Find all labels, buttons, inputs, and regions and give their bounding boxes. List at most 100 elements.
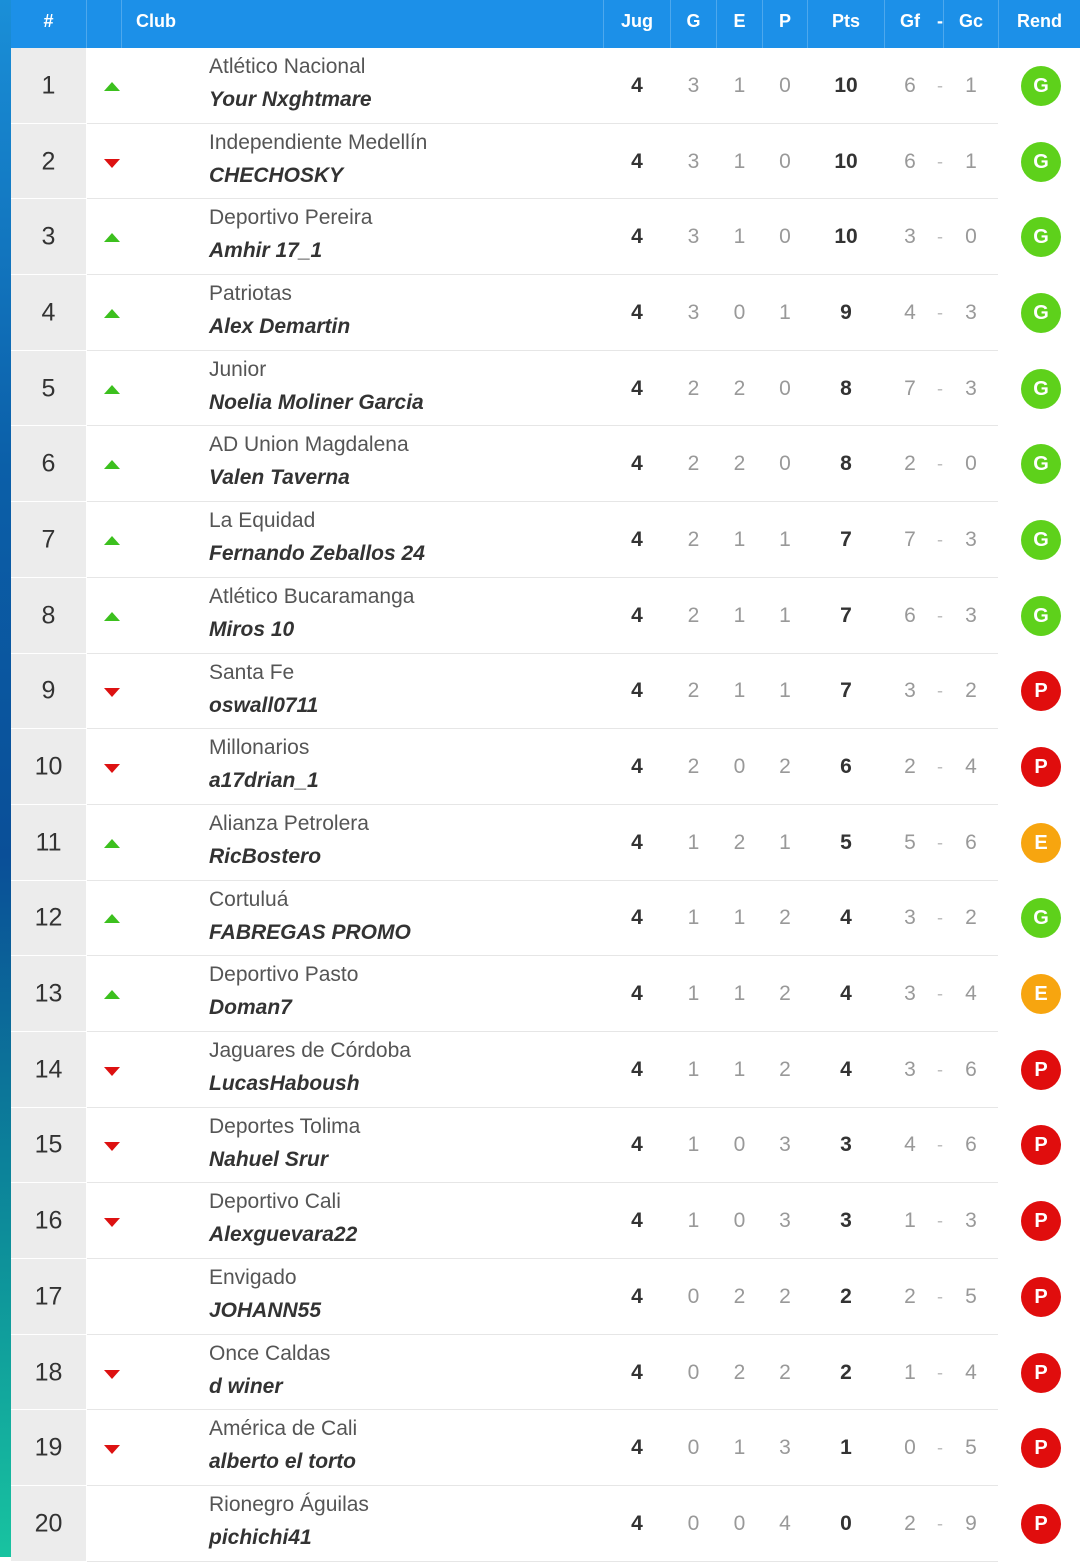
rank-number: 2 [41,147,56,176]
club-name[interactable]: Junior [209,357,267,381]
won-value: 3 [687,73,700,97]
club-name[interactable]: Jaguares de Córdoba [209,1038,411,1062]
player-name[interactable]: Fernando Zeballos 24 [209,542,425,566]
header-drawn[interactable]: E [733,11,746,31]
club-name[interactable]: Millonarios [209,736,310,760]
table-row[interactable]: 1 Atlético Nacional Your Nxghtmare 4 3 1 0 10 6-… [11,48,1080,124]
player-name[interactable]: alberto el torto [209,1450,357,1474]
club-name[interactable]: Envigado [209,1266,297,1289]
table-row[interactable]: 7 La Equidad Fernando Zeballos 24 4 2 1 1 7 7-3 G [11,502,1080,578]
table-row[interactable]: 10 Millonarios a17drian_1 4 2 0 2 6 2-4 P [11,729,1080,805]
table-row[interactable]: 18 Once Caldas d winer 4 0 2 2 2 1- 4 P [11,1334,1080,1411]
player-name[interactable]: RicBostero [209,844,322,868]
player-name[interactable]: Valen Taverna [209,466,350,490]
player-name[interactable]: FABREGAS PROMO [209,920,411,944]
table-row[interactable]: 11 Alianza Petrolera RicBostero 4 1 2 1 5 5-6 E [11,804,1080,881]
goals-for-value: 4 [904,300,916,324]
trend-down-icon [104,688,120,698]
club-name[interactable]: Deportivo Pereira [209,206,373,230]
goals-against-value: 0 [965,452,977,476]
table-row[interactable]: 6 AD Union Magdalena Valen Taverna 4 2 2 0 8 2-0… [11,426,1080,503]
table-row[interactable]: 20 Rionegro Águilas pichichi41 4 0 0 4 0 2- 9 P [11,1486,1080,1562]
club-name[interactable]: Deportes Tolima [209,1114,361,1138]
header-rank[interactable]: # [43,11,54,31]
club-name[interactable]: América de Cali [209,1417,358,1441]
club-name[interactable]: Patriotas [209,282,292,306]
club-name[interactable]: Atlético Bucaramanga [209,584,415,608]
trend-up-icon [104,535,120,545]
trend-down-icon [104,1066,120,1076]
header-points[interactable]: Pts [831,11,860,31]
goals-against-value: 4 [965,1360,977,1384]
table-row[interactable]: 16 Deportivo Cali Alexguevara22 4 1 0 3 3 1-3 P [11,1183,1080,1259]
player-name[interactable]: Amhir 17_1 [209,239,323,263]
player-name[interactable]: Doman7 [209,996,292,1020]
table-row[interactable]: 12 Cortuluá FABREGAS PROMO 4 1 1 2 4 3-2 G [11,880,1080,957]
form-badge: P [1021,1201,1061,1242]
played-value: 4 [631,73,643,97]
club-name[interactable]: Atlético Nacional [209,55,366,78]
header-won[interactable]: G [686,11,701,31]
club-name[interactable]: Cortuluá [209,887,289,911]
table-row[interactable]: 13 Deportivo Pasto Doman7 4 1 1 2 4 3- 4 E [11,956,1080,1032]
player-name[interactable]: CHECHOSKY [209,163,344,187]
header-separator [807,0,808,48]
header-club[interactable]: Club [136,11,176,31]
goals-for-value: 3 [904,906,916,930]
goals-for-value: 5 [904,830,916,854]
header-lost[interactable]: P [778,11,791,31]
player-name[interactable]: pichichi41 [209,1526,312,1550]
player-name[interactable]: d winer [209,1374,283,1398]
goals-against-value: 3 [965,1209,977,1233]
club-name[interactable]: Rionegro Águilas [209,1493,369,1517]
table-row[interactable]: 9 Santa Fe oswall0711 4 2 1 1 7 3- 2 P [11,653,1080,730]
header-goals-against[interactable]: Gc [958,11,983,31]
played-value: 4 [631,755,643,779]
table-row[interactable]: 8 Atlético Bucaramanga Miros 10 4 2 1 1 7 6- 3 G [11,577,1080,654]
table-row[interactable]: 14 Jaguares de Córdoba LucasHaboush 4 1 1 2 4 3-… [11,1031,1080,1108]
club-name[interactable]: Once Caldas [209,1341,331,1365]
won-value: 2 [687,376,700,400]
table-row[interactable]: 5 Junior Noelia Moliner Garcia 4 2 2 0 8 7- 3 G [11,350,1080,427]
player-name[interactable]: Alex Demartin [209,315,351,339]
player-name[interactable]: oswall0711 [209,693,319,717]
played-value: 4 [631,603,643,627]
header-goals-for[interactable]: Gf [900,11,920,31]
club-name[interactable]: Deportivo Pasto [209,963,359,987]
player-name[interactable]: Alexguevara22 [209,1223,358,1247]
club-name[interactable]: AD Union Magdalena [209,433,409,457]
player-name[interactable]: LucasHaboush [209,1071,360,1095]
rank-number: 6 [41,449,56,478]
table-row[interactable]: 2 Independiente Medellín CHECHOSKY 4 3 1 0 10 6-… [11,123,1080,200]
table-row[interactable]: 19 América de Cali alberto el torto 4 0 1 3 1 0-… [11,1410,1080,1487]
club-name[interactable]: Alianza Petrolera [209,811,369,835]
club-name[interactable]: Independiente Medellín [209,130,428,154]
player-name[interactable]: a17drian_1 [209,769,319,793]
rank-number: 1 [41,71,56,100]
player-name[interactable]: Noelia Moliner Garcia [209,390,424,414]
table-row[interactable]: 3 Deportivo Pereira Amhir 17_1 4 3 1 0 10 3-0 G [11,199,1080,276]
header-played[interactable]: Jug [620,11,653,31]
club-name[interactable]: Santa Fe [209,660,295,684]
form-badge: P [1021,1428,1061,1469]
player-name[interactable]: JOHANN55 [209,1299,322,1322]
player-name[interactable]: Your Nxghtmare [209,88,372,111]
row-divider [87,728,998,730]
header-form[interactable]: Rend [1017,11,1062,31]
row-divider [87,1333,998,1335]
drawn-value: 2 [733,452,746,476]
player-name[interactable]: Nahuel Srur [209,1147,329,1171]
drawn-value: 0 [733,1511,746,1535]
goals-separator: - [937,302,943,323]
drawn-value: 0 [733,1209,746,1233]
trend-down-icon [104,1369,120,1379]
table-row[interactable]: 15 Deportes Tolima Nahuel Srur 4 1 0 3 3 4-6 P [11,1107,1080,1184]
club-name[interactable]: Deportivo Cali [209,1190,341,1214]
lost-value: 3 [779,1209,791,1233]
club-name[interactable]: La Equidad [209,509,316,533]
table-row[interactable]: 4 Patriotas Alex Demartin 4 3 0 1 9 4-3 G [11,275,1080,351]
player-name[interactable]: Miros 10 [209,617,295,641]
goals-separator: - [937,1134,943,1155]
table-row[interactable]: 17 Envigado JOHANN55 4 0 2 2 2 2-5 P [11,1259,1080,1335]
goals-separator: - [937,453,943,474]
